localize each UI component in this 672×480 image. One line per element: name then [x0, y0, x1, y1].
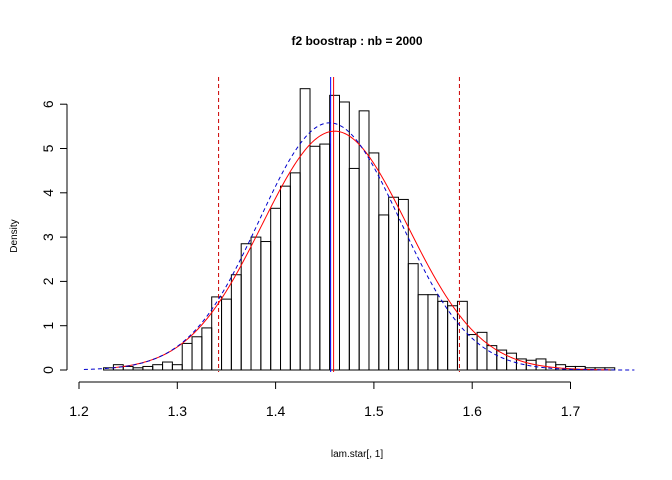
histogram-bar [260, 241, 272, 371]
density-estimate-curve [83, 122, 635, 371]
x-tick-label: 1.3 [168, 403, 188, 419]
histogram-bar [289, 172, 301, 371]
chart-title: f2 boostrap : nb = 2000 [291, 34, 422, 48]
x-tick-label: 1.6 [462, 403, 482, 419]
histogram-bar [476, 331, 488, 371]
y-tick-label: 5 [40, 144, 56, 152]
y-tick-label: 0 [40, 366, 56, 374]
histogram-bar [250, 236, 262, 371]
x-tick-label: 1.7 [561, 403, 581, 419]
histogram-bar [201, 327, 213, 371]
histogram-bar [545, 361, 557, 371]
y-axis: 0 1 2 3 4 5 6 [40, 100, 68, 374]
histogram-bar [427, 294, 439, 371]
histogram-bar [270, 207, 282, 371]
x-axis: 1.2 1.3 1.4 1.5 1.6 1.7 [69, 381, 581, 419]
histogram-bar [122, 365, 134, 371]
y-tick-label: 2 [40, 277, 56, 285]
histogram-bar [309, 145, 321, 371]
histogram-bar [535, 358, 547, 371]
x-tick-label: 1.5 [364, 403, 384, 419]
histogram-bar [388, 196, 399, 371]
histogram-bar [407, 263, 419, 371]
histogram-bar [171, 364, 183, 371]
histogram-bars [103, 88, 616, 371]
histogram-bar [142, 365, 154, 371]
y-tick-label: 3 [40, 233, 56, 241]
histogram-bar [230, 274, 242, 371]
histogram-bar [181, 342, 193, 371]
reference-lines [218, 77, 460, 372]
histogram-bar [152, 364, 164, 371]
x-axis-label: lam.star[, 1] [331, 449, 383, 460]
y-tick-label: 4 [40, 189, 56, 197]
histogram-bar [417, 294, 429, 371]
normal-fit-curve [113, 130, 610, 371]
fitted-curves [83, 122, 635, 371]
histogram-bar [221, 298, 232, 371]
x-tick-label: 1.4 [266, 403, 286, 419]
histogram-bar [299, 88, 311, 371]
histogram-bar [319, 143, 331, 371]
x-tick-label: 1.2 [69, 403, 89, 419]
y-tick-label: 1 [40, 322, 56, 330]
histogram-bar [368, 152, 380, 371]
y-tick-label: 6 [40, 100, 56, 108]
histogram-bar [280, 185, 291, 371]
histogram-bar [437, 300, 449, 371]
histogram-bar [191, 336, 203, 371]
histogram-bar [132, 367, 144, 371]
histogram-bar [338, 101, 350, 371]
y-axis-label: Density [9, 219, 20, 252]
histogram-bar [378, 214, 390, 371]
histogram-bar [348, 167, 360, 371]
histogram-bar [447, 305, 458, 371]
histogram-bar [466, 334, 478, 371]
histogram-bar [162, 361, 173, 371]
histogram-bar [604, 367, 616, 371]
